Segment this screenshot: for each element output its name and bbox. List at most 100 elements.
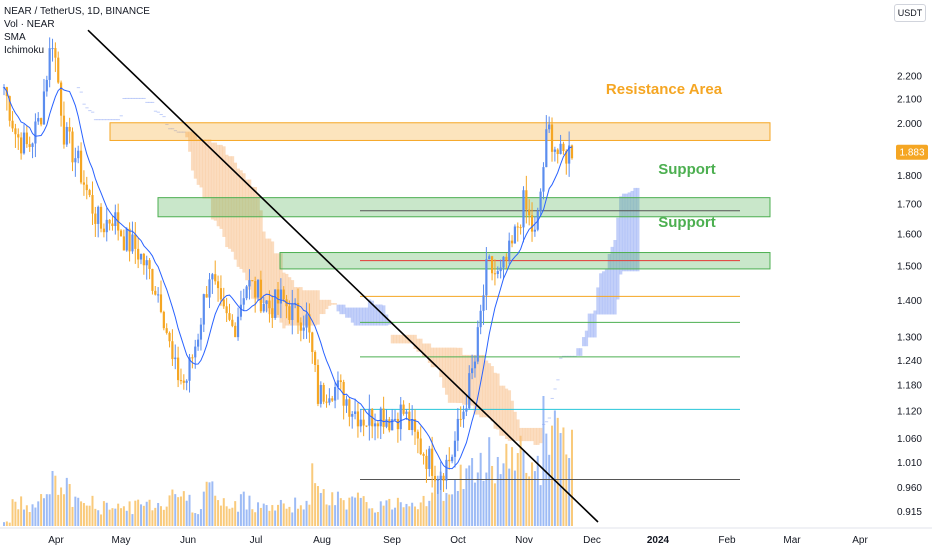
candle-body	[468, 373, 471, 409]
volume-bar	[222, 498, 225, 526]
cloud-segment	[345, 307, 349, 318]
candle-body	[396, 418, 399, 430]
volume-bar	[451, 494, 454, 526]
volume-bar	[428, 500, 431, 526]
legend-ichimoku[interactable]: Ichimoku	[4, 45, 45, 56]
x-axis[interactable]: Apr May Jun Jul Aug Sep Oct Nov Dec 2024 Feb Mar Apr	[0, 527, 932, 546]
volume-bar	[471, 458, 474, 526]
candle-body	[251, 280, 254, 282]
volume-bar	[217, 500, 220, 526]
candle-body	[539, 191, 542, 212]
candle-body	[191, 357, 194, 359]
candle-body	[34, 121, 37, 144]
horizontal-levels	[360, 210, 740, 480]
candle-body	[510, 240, 514, 244]
volume-bar	[60, 487, 63, 526]
volume-bar	[328, 505, 331, 526]
legend-symbol[interactable]: NEAR / TetherUS, 1D, BINANCE	[4, 6, 150, 17]
candle-body	[359, 419, 362, 427]
volume-bar	[257, 502, 260, 526]
volume-bar	[314, 483, 317, 526]
cloud-segment	[370, 300, 375, 326]
volume-bar	[359, 497, 362, 526]
candle-body	[185, 380, 188, 383]
candle-body	[311, 332, 314, 352]
candle-body	[134, 234, 137, 249]
y-tick-label: 1.180	[897, 381, 922, 392]
candle-body	[222, 299, 225, 307]
volume-bar	[505, 443, 508, 526]
volume-bar	[291, 512, 294, 526]
cloud-segment	[99, 119, 103, 121]
volume-bar	[100, 514, 103, 526]
x-tick-label: Aug	[313, 535, 331, 546]
cloud-segment	[319, 299, 323, 315]
candle-body	[465, 408, 468, 412]
y-tick-label: 1.800	[897, 171, 922, 182]
volume-bar	[362, 496, 365, 526]
cloud-segment	[256, 194, 260, 300]
volume-bar	[159, 506, 162, 526]
candle-body	[99, 206, 103, 229]
volume-bars	[3, 396, 573, 526]
candle-body	[45, 79, 48, 92]
volume-bar	[493, 483, 496, 526]
candle-body	[548, 124, 551, 130]
cloud-segment	[593, 310, 597, 338]
candle-body	[205, 294, 208, 298]
cloud-segment	[139, 97, 143, 99]
cloud-segment	[484, 360, 489, 418]
cloud-segment	[93, 119, 98, 121]
cloud-segment	[362, 307, 366, 326]
cloud-segment	[444, 347, 449, 395]
currency-button[interactable]: USDT	[894, 4, 926, 22]
volume-bar	[71, 506, 74, 526]
candle-body	[291, 303, 294, 321]
candle-body	[171, 341, 174, 360]
candle-body	[550, 124, 554, 152]
volume-bar	[528, 476, 531, 526]
volume-bar	[513, 470, 516, 526]
volume-bar	[225, 506, 228, 526]
candle-body	[151, 268, 154, 291]
volume-bar	[525, 472, 528, 526]
volume-bar	[65, 477, 68, 526]
cloud-segment	[313, 290, 317, 326]
volume-bar	[476, 472, 479, 526]
volume-bar	[388, 498, 391, 526]
cloud-segment	[142, 97, 146, 99]
cloud-segment	[393, 334, 397, 344]
cloud-segment	[390, 334, 395, 344]
candle-body	[108, 219, 111, 224]
volume-bar	[202, 491, 205, 526]
candle-body	[42, 91, 46, 125]
candle-body	[333, 386, 337, 401]
candle-body	[71, 131, 74, 163]
x-tick-label: Feb	[718, 535, 736, 546]
volume-bar	[568, 458, 571, 526]
candle-body	[393, 418, 397, 420]
y-axis[interactable]: 2.2002.1002.0001.9001.8001.7001.6001.500…	[896, 71, 928, 518]
trendline[interactable]	[87, 29, 599, 523]
candle-body	[568, 145, 571, 164]
candle-body	[11, 120, 14, 129]
volume-bar	[354, 497, 357, 526]
cloud-segment	[230, 156, 235, 252]
cloud-segment	[113, 119, 118, 121]
volume-bar	[91, 495, 94, 526]
legend-sma[interactable]: SMA	[4, 32, 26, 43]
candle-body	[102, 228, 105, 233]
candle-body	[245, 286, 248, 299]
volume-bar	[379, 501, 382, 526]
cloud-segment	[379, 304, 383, 326]
legend-volume[interactable]: Vol · NEAR	[4, 19, 55, 30]
volume-bar	[485, 472, 488, 526]
cloud-segment	[524, 427, 529, 442]
volume-bar	[97, 510, 100, 526]
cloud-segment	[459, 347, 463, 404]
candle-body	[274, 289, 277, 318]
volume-bar	[182, 491, 185, 526]
cloud-segment	[581, 337, 586, 347]
volume-bar	[151, 510, 154, 526]
